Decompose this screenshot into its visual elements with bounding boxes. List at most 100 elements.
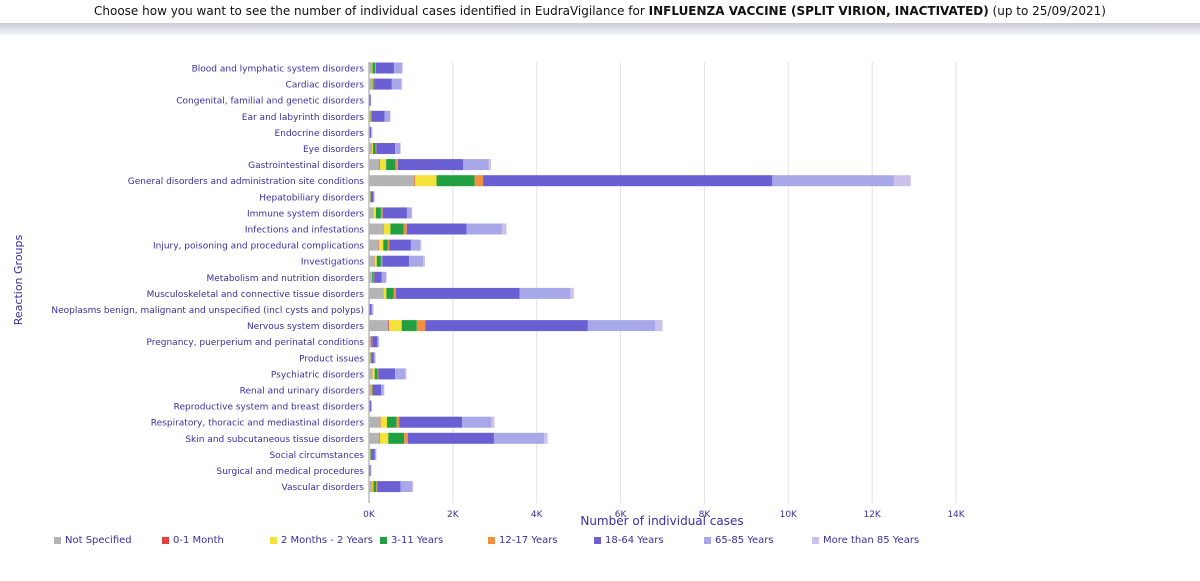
bar-segment[interactable] <box>371 336 373 348</box>
bar-segment[interactable] <box>380 416 388 428</box>
bar-segment[interactable] <box>374 368 378 380</box>
bar-segment[interactable] <box>387 239 390 251</box>
bar-segment[interactable] <box>374 78 392 90</box>
bar-segment[interactable] <box>379 159 387 171</box>
bar-segment[interactable] <box>378 336 380 348</box>
bar-segment[interactable] <box>369 481 372 493</box>
bar-segment[interactable] <box>370 465 372 476</box>
bar-segment[interactable] <box>383 223 384 235</box>
bar-segment[interactable] <box>369 400 372 412</box>
bar-segment[interactable] <box>370 352 372 364</box>
bar-segment[interactable] <box>372 384 374 396</box>
bar-segment[interactable] <box>373 352 376 364</box>
bar-segment[interactable] <box>370 352 371 364</box>
bar-segment[interactable] <box>373 78 375 90</box>
bar-segment[interactable] <box>396 416 400 428</box>
bar-segment[interactable] <box>369 352 371 364</box>
bar-segment[interactable] <box>410 239 421 251</box>
bar-segment[interactable] <box>369 400 370 412</box>
bar-segment[interactable] <box>374 271 382 283</box>
bar-segment[interactable] <box>369 175 414 187</box>
bar-segment[interactable] <box>371 448 375 460</box>
bar-segment[interactable] <box>406 207 412 219</box>
bar-segment[interactable] <box>369 368 373 380</box>
legend-item[interactable]: 2 Months - 2 Years <box>270 535 373 546</box>
bar-segment[interactable] <box>369 271 372 283</box>
bar-segment[interactable] <box>376 481 378 493</box>
bar-segment[interactable] <box>388 432 405 444</box>
bar-segment[interactable] <box>369 126 370 138</box>
bar-segment[interactable] <box>463 159 489 171</box>
bar-segment[interactable] <box>371 271 373 283</box>
bar-segment[interactable] <box>370 336 372 348</box>
bar-segment[interactable] <box>383 239 388 251</box>
bar-segment[interactable] <box>393 62 402 74</box>
bar-segment[interactable] <box>425 320 588 332</box>
bar-segment[interactable] <box>391 78 402 90</box>
bar-segment[interactable] <box>374 255 377 267</box>
bar-segment[interactable] <box>369 62 372 74</box>
bar-segment[interactable] <box>385 271 387 283</box>
bar-segment[interactable] <box>373 191 375 203</box>
bar-segment[interactable] <box>383 287 387 299</box>
bar-segment[interactable] <box>386 159 396 171</box>
bar-segment[interactable] <box>369 191 370 203</box>
legend-item[interactable]: 18-64 Years <box>594 535 664 546</box>
bar-segment[interactable] <box>399 416 463 428</box>
bar-segment[interactable] <box>369 159 380 171</box>
bar-segment[interactable] <box>388 320 390 332</box>
bar-segment[interactable] <box>654 320 663 332</box>
bar-segment[interactable] <box>372 336 378 348</box>
bar-segment[interactable] <box>369 94 371 106</box>
bar-segment[interactable] <box>372 143 376 154</box>
bar-segment[interactable] <box>371 384 373 396</box>
bar-segment[interactable] <box>396 287 520 299</box>
bar-segment[interactable] <box>371 110 373 122</box>
bar-segment[interactable] <box>389 320 402 332</box>
bar-segment[interactable] <box>381 271 386 283</box>
bar-segment[interactable] <box>570 287 574 299</box>
bar-segment[interactable] <box>377 368 379 380</box>
bar-segment[interactable] <box>369 207 374 219</box>
bar-segment[interactable] <box>373 481 377 493</box>
bar-segment[interactable] <box>390 110 391 122</box>
legend-item[interactable]: Not Specified <box>54 535 132 546</box>
bar-segment[interactable] <box>370 110 371 122</box>
bar-segment[interactable] <box>369 78 372 90</box>
legend-item[interactable]: 65-85 Years <box>704 535 774 546</box>
bar-segment[interactable] <box>413 175 415 187</box>
bar-segment[interactable] <box>395 159 398 171</box>
bar-segment[interactable] <box>370 448 371 460</box>
bar-segment[interactable] <box>401 62 403 74</box>
bar-segment[interactable] <box>372 368 375 380</box>
bar-segment[interactable] <box>466 223 503 235</box>
bar-segment[interactable] <box>491 416 495 428</box>
bar-segment[interactable] <box>370 191 371 203</box>
bar-segment[interactable] <box>370 465 372 476</box>
bar-segment[interactable] <box>369 304 372 315</box>
bar-segment[interactable] <box>382 207 407 219</box>
bar-segment[interactable] <box>380 255 383 267</box>
bar-segment[interactable] <box>376 143 396 154</box>
bar-segment[interactable] <box>371 126 373 138</box>
bar-segment[interactable] <box>371 62 373 74</box>
bar-segment[interactable] <box>371 352 374 364</box>
bar-segment[interactable] <box>375 62 376 74</box>
bar-segment[interactable] <box>369 320 389 332</box>
bar-segment[interactable] <box>502 223 507 235</box>
bar-segment[interactable] <box>371 126 372 138</box>
bar-segment[interactable] <box>436 175 475 187</box>
bar-segment[interactable] <box>369 465 371 476</box>
bar-segment[interactable] <box>379 432 381 444</box>
bar-segment[interactable] <box>411 207 413 219</box>
bar-segment[interactable] <box>369 191 371 203</box>
bar-segment[interactable] <box>380 416 381 428</box>
bar-segment[interactable] <box>383 223 391 235</box>
legend-item[interactable]: 0-1 Month <box>162 535 224 546</box>
bar-segment[interactable] <box>893 175 911 187</box>
bar-segment[interactable] <box>370 191 374 203</box>
bar-segment[interactable] <box>372 384 382 396</box>
bar-segment[interactable] <box>405 368 407 380</box>
bar-segment[interactable] <box>373 271 375 283</box>
bar-segment[interactable] <box>372 110 385 122</box>
